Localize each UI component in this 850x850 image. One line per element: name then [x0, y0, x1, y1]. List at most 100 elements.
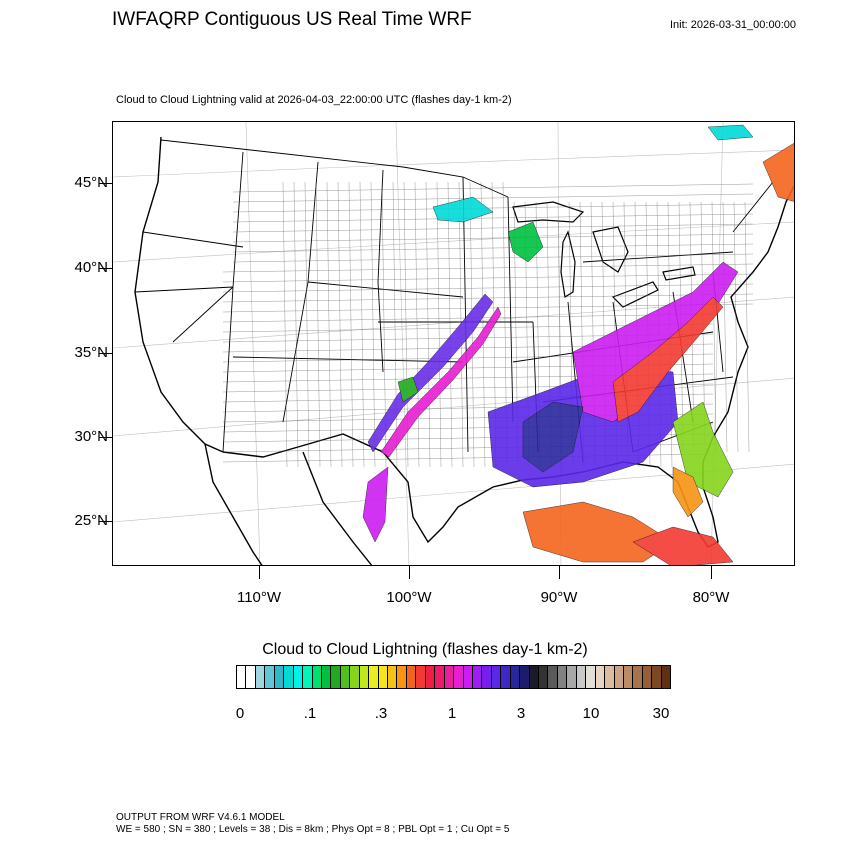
- lightning-florida-orange: [672, 466, 704, 518]
- colorbar-swatch: [633, 666, 643, 688]
- lat-label-30: 30°N: [74, 428, 108, 445]
- init-time-label: Init: 2026-03-31_00:00:00: [670, 19, 796, 31]
- colorbar-label: 1: [447, 705, 457, 722]
- colorbar-title: Cloud to Cloud Lightning (flashes day-1 …: [262, 641, 588, 658]
- colorbar-label: .3: [374, 705, 388, 722]
- lightning-core-east-red: [612, 296, 724, 423]
- colorbar-swatch: [359, 666, 370, 688]
- graticule-lon-110: [245, 122, 261, 565]
- colorbar-swatch: [510, 666, 521, 688]
- coastline: [134, 136, 794, 565]
- lake-huron: [592, 226, 629, 273]
- lon-tick: [259, 566, 260, 579]
- colorbar-swatch: [369, 666, 379, 688]
- lon-tick: [409, 566, 410, 579]
- colorbar-swatch: [255, 666, 266, 688]
- lat-tick: [99, 521, 112, 522]
- colorbar-swatch: [652, 666, 662, 688]
- colorbar-swatch: [350, 666, 360, 688]
- colorbar-label: .1: [303, 705, 317, 722]
- lat-tick: [99, 437, 112, 438]
- colorbar-swatch: [586, 666, 596, 688]
- footer-model-info: OUTPUT FROM WRF V4.6.1 MODEL: [116, 812, 285, 823]
- baja-coast: [204, 443, 263, 565]
- graticule-lat-45: [113, 149, 794, 178]
- lon-label-110w: 110°W: [236, 589, 282, 606]
- colorbar-label: 10: [582, 705, 600, 722]
- lat-label-40: 40°N: [74, 259, 108, 276]
- colorbar-swatch: [520, 666, 530, 688]
- lon-label-90w: 90°W: [540, 589, 578, 606]
- colorbar-swatch: [614, 666, 624, 688]
- colorbar-swatch: [444, 666, 455, 688]
- lightning-michigan-green: [507, 221, 544, 263]
- colorbar-swatch: [463, 666, 473, 688]
- colorbar-swatch: [293, 666, 304, 688]
- colorbar: [236, 665, 671, 689]
- map-title: IWFAQRP Contiguous US Real Time WRF: [112, 9, 472, 30]
- lat-label-45: 45°N: [74, 174, 108, 191]
- east-coast: [727, 184, 794, 413]
- colorbar-swatch: [557, 666, 568, 688]
- state-line: [172, 161, 384, 423]
- west-coast: [134, 136, 224, 453]
- border-canada: [160, 139, 509, 198]
- colorbar-swatch: [529, 666, 539, 688]
- map-panel: [112, 121, 795, 566]
- footer-options-info: WE = 580 ; SN = 380 ; Levels = 38 ; Dis …: [116, 824, 510, 835]
- field-subtitle: Cloud to Cloud Lightning valid at 2026-0…: [116, 94, 512, 106]
- colorbar-swatch: [482, 666, 492, 688]
- state-line: [232, 176, 533, 453]
- colorbar-swatch: [491, 666, 502, 688]
- colorbar-swatch: [501, 666, 511, 688]
- colorbar-swatch: [416, 666, 426, 688]
- colorbar-swatch: [397, 666, 407, 688]
- colorbar-swatch: [303, 666, 313, 688]
- lake-superior: [512, 201, 585, 223]
- lake-michigan: [560, 230, 576, 298]
- lightning-offshore-south: [632, 526, 734, 565]
- colorbar-swatch: [406, 666, 417, 688]
- colorbar-label: 0: [235, 705, 245, 722]
- colorbar-swatch: [425, 666, 436, 688]
- colorbar-label: 3: [516, 705, 526, 722]
- colorbar-swatch: [378, 666, 388, 688]
- lake-ontario: [662, 266, 696, 281]
- colorbar-swatch: [454, 666, 464, 688]
- lat-tick: [99, 268, 112, 269]
- lightning-core-deep-navy: [522, 401, 584, 473]
- graticule-lon-90: [557, 122, 562, 565]
- colorbar-swatch: [274, 666, 285, 688]
- colorbar-swatch: [321, 666, 332, 688]
- lightning-band-sw-magenta: [380, 306, 502, 458]
- colorbar-swatch: [642, 666, 653, 688]
- colorbar-swatch: [237, 666, 247, 688]
- lightning-green-fringe: [397, 376, 419, 403]
- colorbar-swatch: [246, 666, 256, 688]
- lon-label-100w: 100°W: [386, 589, 432, 606]
- lon-tick: [711, 566, 712, 579]
- colorbar-swatch: [595, 666, 606, 688]
- graticule-lon-100: [395, 122, 410, 565]
- colorbar-swatch: [435, 666, 445, 688]
- colorbar-swatch: [340, 666, 351, 688]
- lightning-field: [362, 124, 794, 565]
- colorbar-swatch: [265, 666, 275, 688]
- lightning-texas-band: [362, 466, 389, 543]
- colorbar-swatch: [388, 666, 398, 688]
- lightning-band-sw-purple: [367, 293, 494, 453]
- colorbar-swatch: [576, 666, 587, 688]
- colorbar-swatch: [331, 666, 341, 688]
- lat-label-25: 25°N: [74, 512, 108, 529]
- map-canvas: [113, 122, 794, 565]
- colorbar-swatch: [605, 666, 615, 688]
- colorbar-swatch: [623, 666, 634, 688]
- colorbar-label: 30: [652, 705, 670, 722]
- colorbar-swatch: [548, 666, 558, 688]
- colorbar-swatch: [567, 666, 577, 688]
- graticule-lat-40: [113, 221, 794, 263]
- lon-label-80w: 80°W: [692, 589, 730, 606]
- lightning-michigan-cyan: [432, 196, 494, 223]
- lat-tick: [99, 183, 112, 184]
- colorbar-swatch: [472, 666, 483, 688]
